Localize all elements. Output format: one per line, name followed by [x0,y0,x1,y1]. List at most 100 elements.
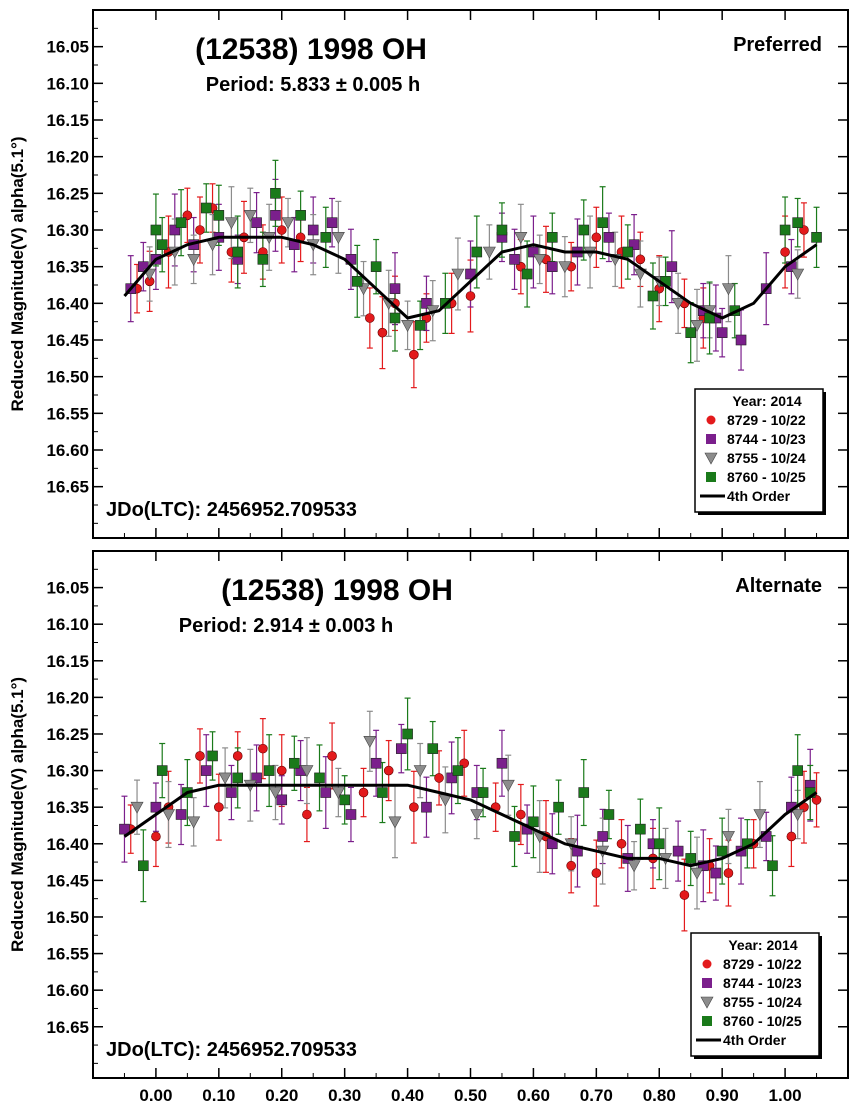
object-title: (12538) 1998 OH [221,574,453,607]
legend-entry: 8744 - 10/23 [727,431,806,447]
data-point-8760 [414,320,426,331]
data-point-8760 [811,232,822,243]
y-tick-label: 16.15 [46,652,89,671]
data-point-8744 [175,809,187,820]
data-point-8760 [622,246,634,258]
legend-entry: 8755 - 10/24 [727,450,806,466]
data-point-8729 [591,232,602,243]
data-point-8760 [635,823,646,835]
y-tick-label: 16.50 [46,368,89,387]
data-point-8760 [207,750,218,762]
data-point-8755 [690,867,704,880]
data-point-8729 [195,225,205,235]
data-point-8744 [666,261,678,272]
data-point-8760 [213,210,225,221]
data-layer [125,159,822,389]
data-point-8760 [320,232,332,243]
data-point-8760 [528,816,539,828]
data-point-8760 [647,290,659,302]
data-point-8760 [339,794,350,806]
data-point-8760 [653,838,665,850]
legend-entry: 8729 - 10/22 [723,956,802,972]
data-point-8760 [270,188,281,199]
data-point-8744 [326,217,338,228]
data-point-8744 [446,772,457,784]
legend-title: Year: 2014 [728,937,797,953]
data-point-8760 [389,312,401,324]
x-tick-label: 0.20 [265,1086,298,1105]
fourth-order-fit-line [123,235,818,320]
data-point-8755 [331,787,345,800]
y-tick-label: 16.15 [46,111,89,130]
y-tick-label: 16.55 [46,404,89,423]
data-point-8744 [270,210,281,221]
x-tick-label: 0.00 [139,1086,172,1105]
data-point-8729 [786,831,797,842]
data-point-8760 [792,217,803,228]
data-point-8729 [232,751,243,761]
data-point-8744 [320,787,332,798]
data-point-8755 [300,765,314,778]
legend: Year: 2014 8729 - 10/22 8744 - 10/23 8755 -… [694,388,826,515]
data-point-8729 [465,291,476,301]
data-point-8744 [226,787,237,798]
y-tick-label: 16.05 [46,579,89,598]
chart-panel-preferred: 16.05 16.10 16.15 16.20 16.25 16.30 16.35 16.40… [8,9,849,539]
y-tick-label: 16.50 [46,908,89,927]
x-tick-label: 0.40 [391,1086,424,1105]
data-point-8744 [169,224,181,236]
legend-box [694,388,824,513]
data-point-8744 [345,809,357,820]
y-axis-label: Reduced Magnitude(V) alpha(5.1°) [8,677,27,952]
y-tick-label: 16.30 [46,762,89,781]
data-point-8744 [528,246,539,258]
data-point-8744 [603,232,615,243]
data-point-8760 [496,224,508,236]
data-point-8744 [370,757,382,769]
y-tick-label: 16.10 [46,74,89,93]
data-point-8729 [214,802,224,812]
data-point-8760 [427,743,439,754]
data-point-8760 [295,210,306,221]
legend: Year: 2014 8729 - 10/22 8744 - 10/23 8755 -… [690,932,822,1059]
data-point-8755 [268,787,282,800]
y-axis-label: Reduced Magnitude(V) alpha(5.1°) [8,136,27,411]
data-point-8760 [289,757,300,769]
data-point-8755 [721,831,735,844]
data-point-8755 [690,320,704,332]
data-point-8729 [258,743,268,754]
period-text: Period: 2.914 ± 0.003 h [179,615,393,637]
data-point-8755 [671,298,685,310]
legend-entry: 4th Order [723,1032,787,1048]
data-point-8729 [276,765,287,776]
data-point-8729 [409,349,419,360]
data-point-8744 [276,794,288,806]
data-point-8760 [767,860,778,872]
data-point-8729 [377,327,388,338]
data-point-8744 [307,224,319,236]
data-point-8729 [591,868,602,878]
y-tick-label: 16.55 [46,945,89,964]
data-point-8755 [243,210,257,222]
fourth-order-fit-line [123,783,818,868]
data-point-8755 [281,217,295,230]
x-tick-label: 0.30 [328,1086,361,1105]
data-point-8755 [413,765,427,778]
data-point-8755 [791,809,805,822]
epoch-text: JDo(LTC): 2456952.709533 [106,1039,357,1061]
data-point-8760 [370,261,382,272]
data-point-8755 [130,801,144,814]
data-point-8755 [791,268,805,281]
data-point-8744 [628,239,640,250]
legend-swatch-circle [706,415,716,425]
period-text: Period: 5.833 ± 0.005 h [206,74,420,96]
data-point-8729 [723,868,734,878]
data-point-8744 [496,757,508,769]
legend-title: Year: 2014 [732,393,801,409]
data-point-8755 [363,736,377,748]
data-point-8760 [377,787,388,798]
data-point-8760 [314,772,325,784]
data-point-8755 [187,254,201,266]
